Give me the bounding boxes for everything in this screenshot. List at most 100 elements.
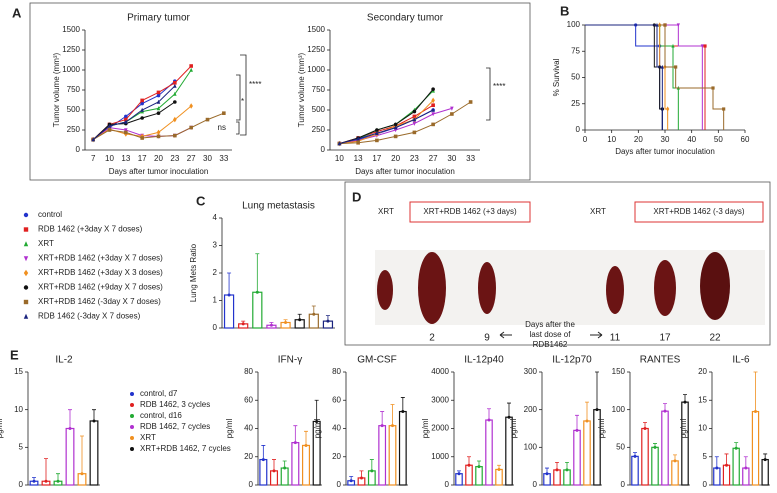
marker xyxy=(255,290,259,294)
y-tick-label: 20 xyxy=(244,452,253,461)
y-tick-label: 0 xyxy=(533,480,538,489)
error-bar xyxy=(390,404,395,426)
error-bar xyxy=(724,453,729,466)
marker xyxy=(293,441,297,445)
x-tick-label: 13 xyxy=(354,154,363,163)
y-tick-label: 1500 xyxy=(62,25,80,34)
marker xyxy=(450,112,454,116)
marker xyxy=(173,100,177,104)
marker xyxy=(140,101,144,106)
y-tick-label: 4 xyxy=(213,213,218,222)
marker xyxy=(44,479,48,483)
x-tick-label: 27 xyxy=(187,154,196,163)
bar xyxy=(651,446,659,486)
label-box xyxy=(634,201,764,223)
marker xyxy=(23,299,29,305)
bar xyxy=(475,466,483,486)
survival-line xyxy=(585,24,703,130)
marker xyxy=(130,403,134,407)
marker xyxy=(375,128,379,132)
marker xyxy=(156,93,161,98)
y-tick-label: 10 xyxy=(14,405,23,414)
panel-label: C xyxy=(196,193,206,208)
error-bar xyxy=(255,253,260,293)
survival-line xyxy=(585,24,679,130)
marker xyxy=(189,125,193,130)
spleen xyxy=(654,260,676,316)
caption: Days after the xyxy=(525,320,575,329)
error-bar xyxy=(753,371,758,412)
y-tick-label: 15 xyxy=(698,395,707,404)
marker xyxy=(91,137,95,142)
y-tick-label: 15 xyxy=(14,367,23,376)
y-tick-label: 750 xyxy=(67,85,81,94)
marker xyxy=(23,241,29,247)
x-tick-label: 0 xyxy=(583,135,588,144)
y-tick-label: 150 xyxy=(612,367,626,376)
spleen xyxy=(700,252,730,320)
marker xyxy=(156,129,161,136)
y-axis-label: pg/ml xyxy=(313,418,322,438)
annotation: * xyxy=(241,97,244,106)
marker xyxy=(595,408,599,412)
marker xyxy=(241,322,245,326)
marker xyxy=(412,130,417,135)
y-tick-label: 5 xyxy=(19,442,24,451)
marker xyxy=(722,107,726,111)
marker xyxy=(312,312,316,316)
bar xyxy=(495,468,503,486)
marker xyxy=(711,86,715,90)
bar xyxy=(671,460,679,486)
x-tick-label: 20 xyxy=(391,154,400,163)
y-tick-label: 300 xyxy=(524,367,538,376)
y-tick-label: 25 xyxy=(571,99,580,108)
error-bar xyxy=(595,371,599,410)
marker xyxy=(700,44,704,49)
error-bar xyxy=(714,456,719,469)
panel-label: A xyxy=(12,5,22,20)
series-line xyxy=(92,101,176,140)
panel-d-frame xyxy=(344,181,771,346)
series-line xyxy=(339,109,434,145)
survival-line xyxy=(585,24,725,130)
y-tick-label: 250 xyxy=(312,125,326,134)
x-tick-label: 10 xyxy=(105,154,114,163)
bar xyxy=(65,427,75,486)
y-axis-label: Tumor volume (mm³) xyxy=(297,52,306,127)
legend-label: RDB 1462 (-3day X 7 doses) xyxy=(38,312,141,321)
spleen xyxy=(478,262,496,314)
marker xyxy=(360,476,363,480)
marker xyxy=(412,109,417,114)
marker xyxy=(189,64,193,68)
y-tick-label: 0 xyxy=(76,145,81,154)
bar xyxy=(398,410,407,486)
marker xyxy=(205,117,210,122)
y-tick-label: 0 xyxy=(19,480,24,489)
marker xyxy=(315,419,319,423)
y-tick-label: 60 xyxy=(332,395,341,404)
bar xyxy=(631,455,639,486)
marker xyxy=(337,141,342,146)
marker xyxy=(23,313,29,319)
y-tick-label: 20 xyxy=(332,452,341,461)
bar xyxy=(761,458,769,486)
marker xyxy=(92,419,96,423)
bar xyxy=(732,447,740,486)
marker xyxy=(298,318,302,322)
bar xyxy=(269,470,279,486)
y-tick-label: 1 xyxy=(213,296,218,305)
legend-label: RDB 1462 (+3day X 7 doses) xyxy=(38,225,143,234)
error-bar xyxy=(68,409,72,429)
marker xyxy=(715,466,719,470)
marker xyxy=(222,111,226,115)
marker xyxy=(487,418,491,422)
error-bar xyxy=(44,458,48,482)
marker xyxy=(663,23,667,27)
error-bar xyxy=(80,435,84,474)
y-tick-label: 1000 xyxy=(431,452,449,461)
y-tick-label: 5 xyxy=(703,452,708,461)
marker xyxy=(130,392,134,396)
y-tick-label: 2000 xyxy=(431,424,449,433)
legend-label: control, d16 xyxy=(140,411,182,420)
